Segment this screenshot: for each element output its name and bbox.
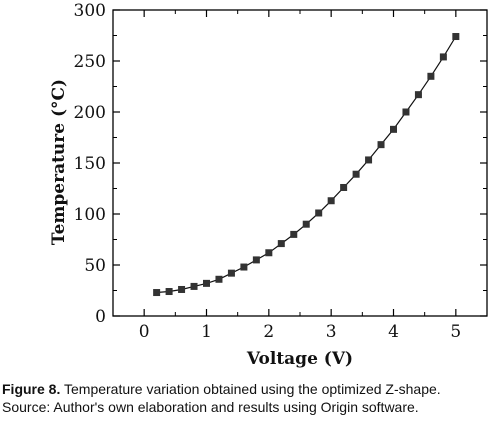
data-point-marker (265, 249, 273, 257)
data-point-marker (340, 183, 348, 191)
y-axis-title: Temperature (°C) (49, 79, 69, 245)
chart-series (153, 33, 460, 297)
y-tick-label: 150 (74, 154, 106, 174)
data-point-marker (439, 53, 447, 61)
plot-frame (112, 9, 488, 317)
x-tick-label: 3 (326, 322, 337, 342)
x-tick-label: 4 (388, 322, 399, 342)
caption-text: Temperature variation obtained using the… (60, 381, 441, 397)
data-point-marker (377, 141, 385, 149)
data-point-marker (290, 230, 298, 238)
caption-source: Source: Author's own elaboration and res… (2, 399, 419, 415)
data-point-marker (277, 240, 285, 248)
y-tick-label: 50 (84, 256, 106, 276)
data-point-marker (402, 108, 410, 116)
x-tick-label: 2 (263, 322, 274, 342)
y-tick-label: 100 (74, 205, 106, 225)
series-line (156, 36, 457, 294)
data-point-marker (365, 156, 373, 164)
x-tick-label: 0 (139, 322, 150, 342)
data-point-marker (427, 72, 435, 80)
data-point-marker (190, 282, 198, 290)
figure-caption: Figure 8. Temperature variation obtained… (2, 380, 488, 416)
data-point-marker (414, 91, 422, 99)
y-tick-label: 200 (74, 103, 106, 123)
x-tick-label: 1 (201, 322, 212, 342)
y-tick-label: 0 (95, 307, 106, 327)
y-tick-label: 300 (74, 1, 106, 21)
data-point-marker (227, 269, 235, 277)
data-point-marker (203, 279, 210, 287)
figure-label: Figure 8. (2, 381, 61, 397)
data-point-marker (352, 170, 360, 178)
data-point-marker (153, 289, 161, 297)
data-point-marker (252, 256, 260, 264)
data-point-marker (178, 285, 186, 293)
chart-axes (112, 9, 488, 317)
data-point-marker (240, 263, 248, 271)
x-tick-label: 5 (450, 322, 461, 342)
data-point-marker (452, 33, 460, 41)
data-point-marker (215, 275, 223, 283)
data-point-marker (390, 125, 397, 133)
data-point-marker (315, 209, 323, 217)
caption-line-1: Figure 8. Temperature variation obtained… (2, 380, 488, 398)
x-axis-title: Voltage (V) (246, 349, 353, 369)
data-point-marker (302, 220, 310, 228)
data-point-marker (165, 288, 173, 296)
data-point-marker (327, 197, 335, 205)
y-tick-label: 250 (74, 52, 106, 72)
